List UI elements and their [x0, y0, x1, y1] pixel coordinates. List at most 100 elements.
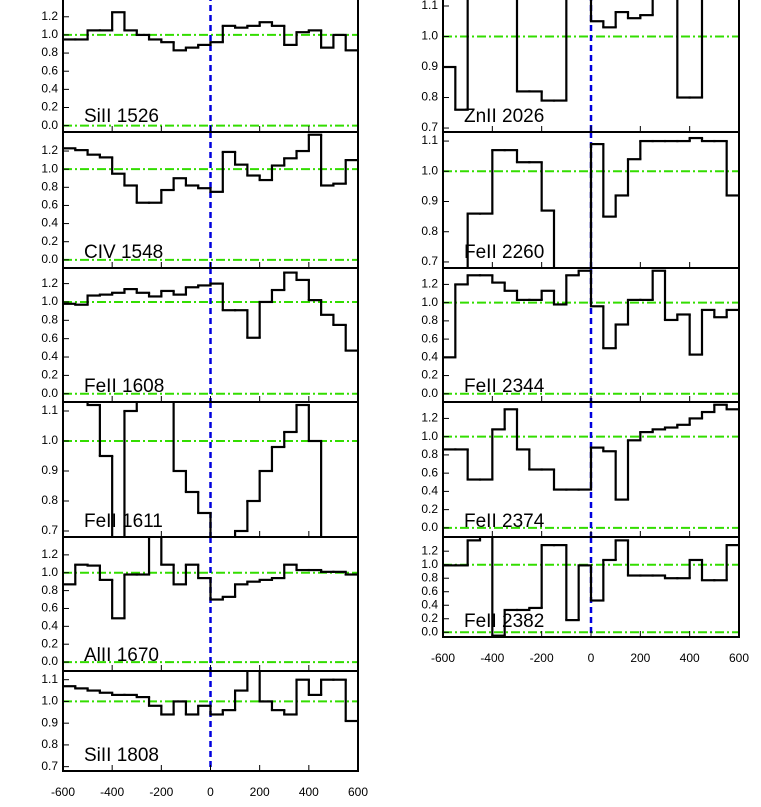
- y-tick-label: 0.6: [41, 63, 58, 77]
- transition-label: FeII 2374: [464, 511, 545, 532]
- y-tick-label: 1.0: [41, 694, 58, 708]
- x-tick-label: 600: [729, 651, 749, 665]
- y-tick-label: 0.9: [421, 59, 438, 73]
- plot-area: [63, 0, 358, 132]
- x-tick-label: -400: [480, 651, 504, 665]
- y-tick-label: 0.6: [421, 331, 438, 345]
- y-tick-label: 0.2: [421, 502, 438, 516]
- panel: 0.0 0.2 0.4 0.6 0.8 1.0 1.2 FeII 2344: [421, 267, 740, 403]
- transition-label: FeII 2344: [464, 376, 545, 397]
- x-tick-label: 0: [588, 651, 595, 665]
- transition-label: FeII 2382: [464, 611, 544, 632]
- y-tick-label: 0.7: [421, 120, 438, 134]
- y-tick-label: 0.4: [421, 350, 438, 364]
- plot-area: [443, 268, 739, 402]
- x-tick-label: -600: [51, 785, 75, 799]
- y-tick-label: 0.4: [41, 349, 58, 363]
- plot-area: [63, 268, 358, 402]
- y-tick-label: 0.0: [41, 654, 58, 668]
- transition-label: CIV 1548: [84, 242, 163, 263]
- plot-area: [443, 0, 739, 132]
- plot-area: [443, 402, 739, 537]
- y-tick-label: 1.2: [41, 143, 58, 157]
- flux-step-riser: [466, 404, 728, 500]
- y-tick-label: 0.6: [41, 198, 58, 212]
- y-tick-label: 0.6: [41, 331, 58, 345]
- x-tick-label: -400: [100, 785, 124, 799]
- plot-area: [63, 671, 358, 771]
- transition-label: ZnII 2026: [464, 106, 544, 127]
- y-tick-label: 0.8: [41, 737, 58, 751]
- flux-step-riser: [74, 537, 347, 619]
- y-tick-label: 0.9: [41, 715, 58, 729]
- y-tick-label: 1.0: [421, 29, 438, 43]
- y-tick-label: 1.0: [421, 557, 438, 571]
- y-tick-label: 0.8: [41, 45, 58, 59]
- panel: 0.0 0.2 0.4 0.6 0.8 1.0 1.2 AlII 1670: [41, 536, 359, 672]
- panel: 0.7 0.8 0.9 1.0 1.1 -600 -400 -200 0 200 400 600 SiI…: [41, 670, 368, 799]
- transition-label: SiII 1526: [84, 106, 159, 127]
- y-tick-label: 0.4: [41, 82, 58, 96]
- y-tick-label: 0.8: [41, 583, 58, 597]
- x-tick-label: -200: [530, 651, 554, 665]
- y-tick-label: 0.7: [421, 254, 438, 268]
- y-tick-label: 1.2: [41, 9, 58, 23]
- y-tick-label: 0.6: [421, 584, 438, 598]
- transition-label: FeII 1608: [84, 376, 164, 397]
- flux-step-riser: [86, 402, 323, 537]
- flux-step-riser: [74, 272, 347, 351]
- plot-area: [443, 132, 739, 268]
- plot-area: [63, 402, 358, 537]
- y-tick-label: 0.8: [41, 312, 58, 326]
- x-tick-label: 400: [680, 651, 700, 665]
- x-tick-label: 0: [207, 785, 214, 799]
- y-tick-label: 1.2: [421, 277, 438, 291]
- y-tick-label: 0.2: [421, 611, 438, 625]
- y-tick-label: 0.0: [421, 386, 438, 400]
- transition-label: FeII 2260: [464, 242, 544, 263]
- panel: 0.7 0.8 0.9 1.0 1.1 ZnII 2026: [421, 0, 740, 134]
- y-tick-label: 0.6: [41, 601, 58, 615]
- y-tick-label: 0.7: [41, 759, 58, 773]
- y-tick-label: 0.0: [421, 520, 438, 534]
- panel: 0.0 0.2 0.4 0.6 0.8 1.0 1.2 CIV 1548: [41, 131, 359, 269]
- y-tick-label: 1.2: [421, 543, 438, 557]
- y-tick-label: 0.6: [421, 465, 438, 479]
- x-tick-label: 200: [250, 785, 270, 799]
- transition-label: AlII 1670: [84, 645, 159, 666]
- y-tick-label: 1.1: [41, 403, 58, 417]
- panel: 0.00.20.40.60.81.01.2 -600 -400 -200 0 200 400…: [421, 536, 749, 665]
- y-tick-label: 0.4: [41, 216, 58, 230]
- y-tick-label: 0.2: [41, 636, 58, 650]
- y-tick-label: 0.0: [421, 624, 438, 638]
- panel: 0.0 0.2 0.4 0.6 0.8 1.0 1.2 FeII 1608: [41, 267, 359, 403]
- x-tick-label: -200: [149, 785, 173, 799]
- transition-label: FeII 1611: [84, 511, 163, 532]
- y-tick-label: 0.8: [421, 447, 438, 461]
- y-tick-label: 1.0: [41, 433, 58, 447]
- y-tick-label: 0.8: [41, 493, 58, 507]
- panel: 0.7 0.8 0.9 1.0 1.1 FeII 1611: [41, 401, 359, 538]
- x-tick-label: 200: [630, 651, 650, 665]
- y-tick-label: 0.0: [41, 386, 58, 400]
- y-tick-label: 1.1: [421, 133, 438, 147]
- y-tick-label: 0.2: [41, 368, 58, 382]
- y-tick-label: 0.8: [41, 179, 58, 193]
- panel: 0.0 0.2 0.4 0.6 0.8 1.0 1.2 SiII 1526: [41, 0, 359, 133]
- y-tick-label: 0.9: [41, 463, 58, 477]
- y-tick-label: 1.1: [41, 672, 58, 686]
- flux-step-riser: [454, 0, 704, 110]
- y-tick-label: 0.8: [421, 570, 438, 584]
- y-tick-label: 0.7: [41, 523, 58, 537]
- y-tick-label: 0.0: [41, 252, 58, 266]
- flux-step-riser: [74, 134, 347, 203]
- y-tick-label: 0.2: [41, 234, 58, 248]
- x-tick-label: 400: [299, 785, 319, 799]
- y-tick-label: 1.2: [421, 411, 438, 425]
- y-tick-label: 0.0: [41, 118, 58, 132]
- panel: 0.7 0.8 0.9 1.0 1.1 FeII 2260: [421, 131, 740, 269]
- y-tick-label: 1.0: [41, 161, 58, 175]
- y-tick-label: 1.1: [421, 0, 438, 12]
- y-tick-label: 0.9: [421, 194, 438, 208]
